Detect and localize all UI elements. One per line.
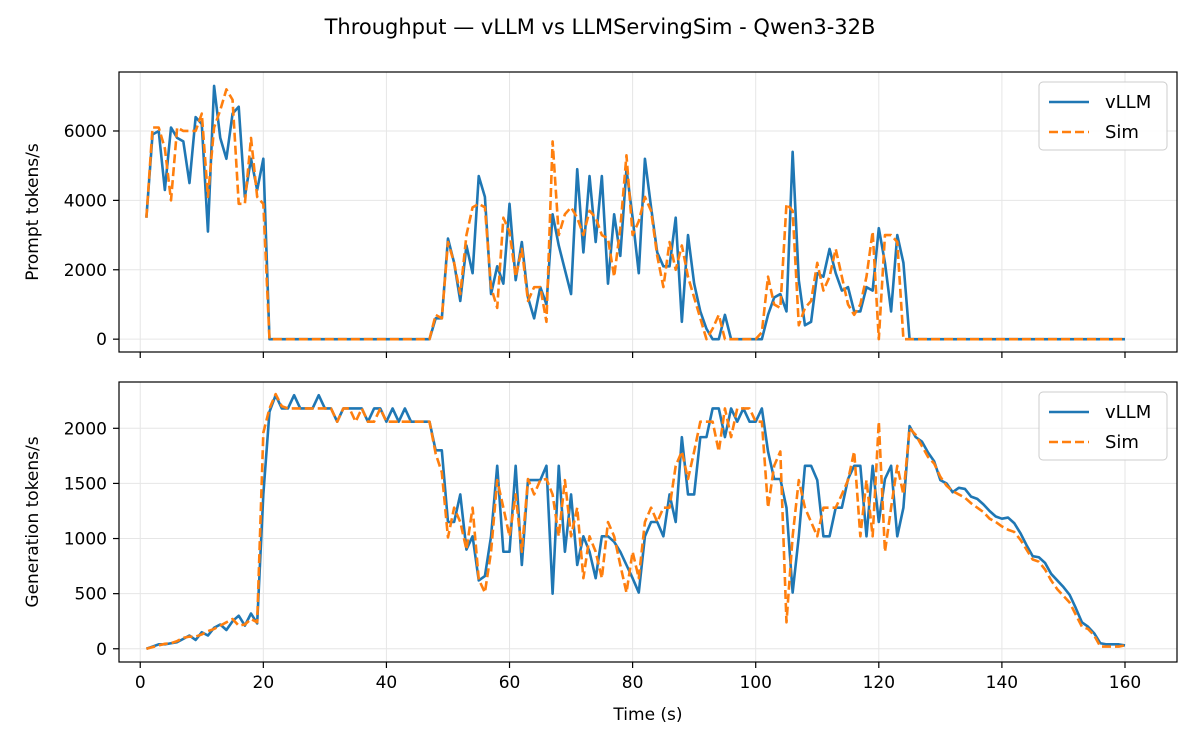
y-axis-label: Prompt tokens/s <box>23 143 43 281</box>
legend-label-vllm: vLLM <box>1105 92 1151 113</box>
y-tick-label: 0 <box>96 640 107 660</box>
y-tick-label: 1500 <box>64 474 107 494</box>
series-line-sim <box>145 88 1125 341</box>
x-tick-label: 40 <box>376 673 398 693</box>
y-axis-label: Generation tokens/s <box>23 436 43 607</box>
y-tick-label: 1000 <box>64 530 107 550</box>
legend-label-vllm: vLLM <box>1105 402 1151 423</box>
x-tick-label: 80 <box>622 673 644 693</box>
x-tick-label: 0 <box>135 673 146 693</box>
y-tick-label: 6000 <box>64 122 107 142</box>
y-tick-label: 2000 <box>64 261 107 281</box>
series-line-vllm <box>145 84 1125 341</box>
panel-generation-throughput: 0 20 40 60 80 100 120 140 160 0 500 1000 1500 2000 Gen… <box>23 381 1178 725</box>
x-tick-label: 100 <box>739 673 771 693</box>
series-line-sim <box>146 392 1126 651</box>
panel-prompt-throughput: 0 2000 4000 6000 Prompt tokens/s vLLM Sim <box>23 71 1178 358</box>
x-tick-label: 140 <box>986 673 1018 693</box>
chart-title: Throughput — vLLM vs LLMServingSim - Qwe… <box>324 15 876 39</box>
axes-frame <box>118 71 1178 353</box>
y-tick-label: 4000 <box>64 191 107 211</box>
y-tick-label: 500 <box>75 585 107 605</box>
axes-frame <box>118 381 1178 663</box>
x-tick-label: 160 <box>1109 673 1141 693</box>
x-axis-label: Time (s) <box>612 705 682 725</box>
x-tick-label: 20 <box>253 673 275 693</box>
y-tick-label: 0 <box>96 330 107 350</box>
legend-label-sim: Sim <box>1105 432 1139 453</box>
legend-label-sim: Sim <box>1105 122 1139 143</box>
y-tick-label: 2000 <box>64 419 107 439</box>
x-tick-label: 120 <box>863 673 895 693</box>
x-tick-label: 60 <box>499 673 521 693</box>
